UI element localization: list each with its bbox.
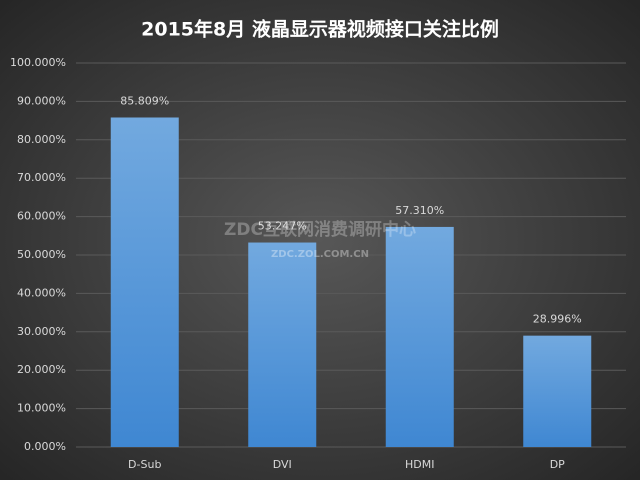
x-tick-label: DVI [273,458,292,471]
data-label: 28.996% [533,313,582,326]
y-tick-label: 40.000% [17,286,66,299]
chart-title: 2015年8月 液晶显示器视频接口关注比例 [141,18,499,41]
y-tick-label: 80.000% [17,133,66,146]
y-tick-label: 100.000% [10,56,66,69]
watermark-url: ZDC.ZOL.COM.CN [271,249,369,260]
y-tick-label: 0.000% [24,440,66,453]
y-tick-label: 10.000% [17,402,66,415]
bar [248,242,317,447]
x-tick-label: D-Sub [128,458,161,471]
y-tick-label: 90.000% [17,94,66,107]
bar [110,117,179,447]
bar [385,226,454,447]
y-tick-label: 50.000% [17,248,66,261]
x-tick-label: DP [550,458,565,471]
data-label: 57.310% [395,204,444,217]
data-label: 53.247% [258,220,307,233]
y-tick-label: 70.000% [17,171,66,184]
data-label: 85.809% [120,94,169,107]
x-tick-label: HDMI [405,458,434,471]
bar [523,335,592,447]
watermark: ZDC互联网消费调研中心 [224,219,416,240]
y-tick-label: 30.000% [17,325,66,338]
y-tick-label: 60.000% [17,210,66,223]
y-tick-label: 20.000% [17,363,66,376]
